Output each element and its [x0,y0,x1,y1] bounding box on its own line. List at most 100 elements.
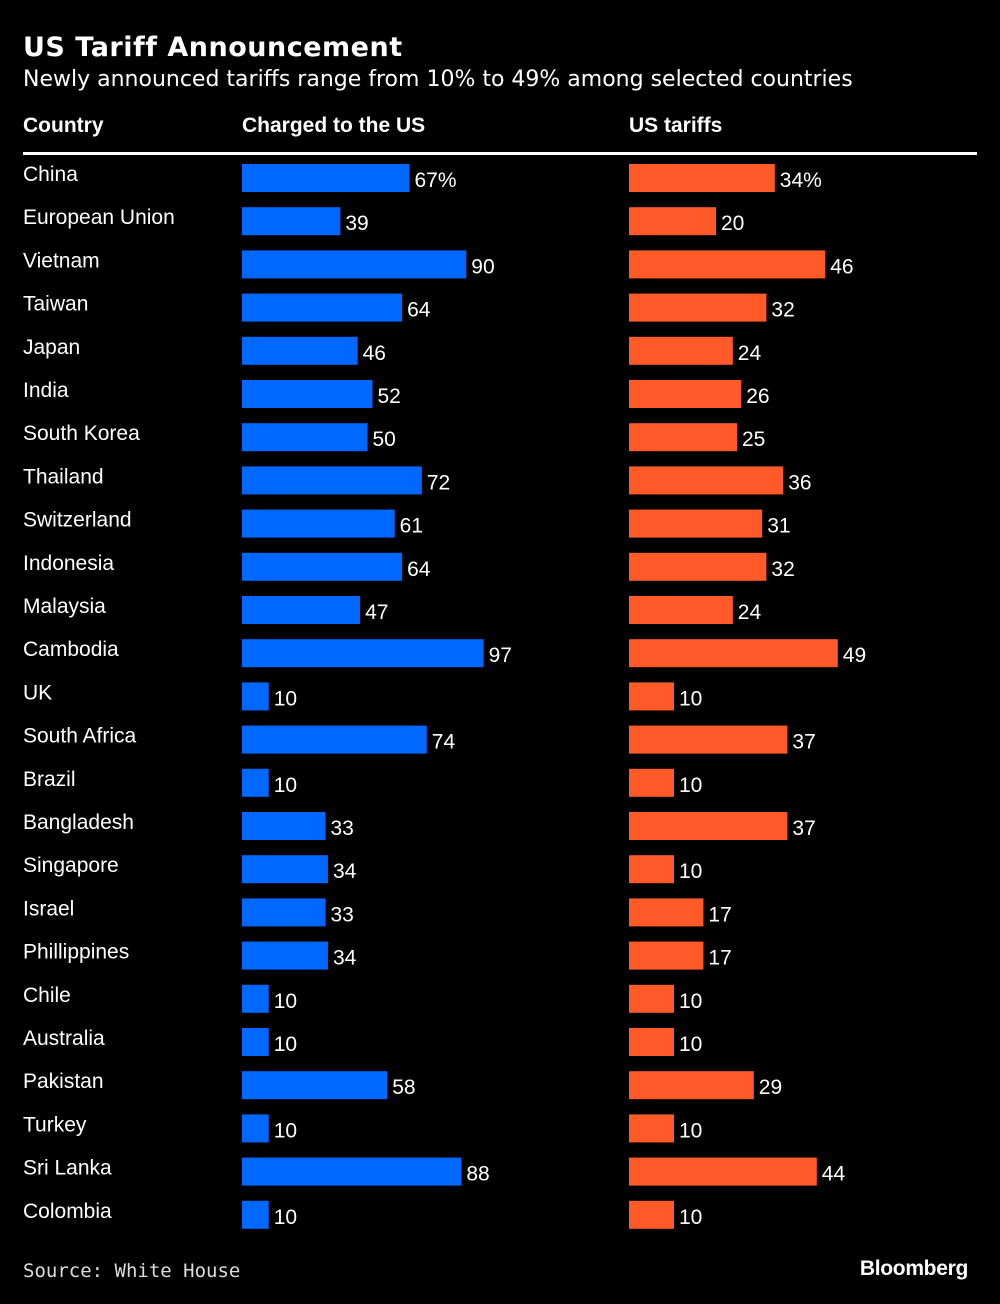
data-label: 64 [407,299,431,322]
data-label: 10 [679,1119,702,1142]
data-label: 10 [679,1206,702,1229]
data-label: 46 [830,255,853,278]
country-label: India [23,379,69,402]
column-header-charged: Charged to the US [242,114,426,137]
data-label: 20 [721,212,744,235]
data-label: 52 [377,385,400,408]
data-label: 10 [274,687,297,710]
bar-us-tariff [629,1200,674,1229]
data-label: 10 [679,687,702,710]
data-label: 10 [679,1033,702,1056]
data-label: 49 [843,644,866,667]
bar-us-tariff [629,207,716,236]
bar-charged [242,812,326,840]
country-label: UK [23,681,52,704]
data-label: 17 [708,947,731,970]
bar-charged [242,466,422,495]
data-label: 31 [767,515,790,538]
data-label: 10 [679,990,702,1013]
bar-charged [242,336,358,365]
data-label: 24 [738,342,762,365]
bar-charged [242,855,328,884]
country-label: Vietnam [23,249,100,272]
country-label: Switzerland [23,509,132,532]
bar-us-tariff [629,380,742,408]
data-label: 25 [742,428,765,451]
bar-us-tariff [629,941,704,970]
data-label: 74 [432,731,456,754]
bar-us-tariff [629,898,704,927]
data-label: 29 [759,1076,782,1099]
data-label: 32 [771,558,794,581]
country-label: Turkey [23,1113,87,1136]
data-label: 58 [392,1076,415,1099]
data-label: 10 [274,1033,297,1056]
bar-charged [242,1028,269,1056]
bar-charged [242,1071,388,1100]
country-label: South Africa [23,725,137,748]
bar-charged [242,423,368,452]
bar-us-tariff [629,509,763,538]
bar-us-tariff [629,293,767,322]
data-label: 47 [365,601,388,624]
bar-charged [242,768,269,797]
data-label: 61 [400,515,423,538]
bar-us-tariff [629,250,826,279]
data-label: 97 [489,644,512,667]
bar-charged [242,250,467,279]
bar-us-tariff [629,682,674,711]
bar-us-tariff [629,855,674,884]
bar-charged [242,552,403,581]
bar-charged [242,207,341,236]
country-label: Indonesia [23,552,114,575]
country-label: Taiwan [23,293,88,316]
data-label: 26 [746,385,769,408]
data-label: 33 [331,903,354,926]
bar-us-tariff [629,768,674,797]
bar-us-tariff [629,164,775,192]
country-label: Phillippines [23,941,129,964]
data-label: 34 [333,860,357,883]
data-label: 50 [373,428,396,451]
country-label: Sri Lanka [23,1157,112,1180]
bar-charged [242,725,427,754]
data-label: 37 [792,731,815,754]
data-label: 44 [822,1163,846,1186]
data-label: 36 [788,471,811,494]
bar-charged [242,682,269,711]
data-label: 72 [427,471,450,494]
bar-charged [242,380,373,408]
country-label: South Korea [23,422,140,445]
bar-charged [242,509,395,538]
country-label: Malaysia [23,595,106,618]
data-label: 88 [466,1163,489,1186]
bar-us-tariff [629,984,674,1013]
country-label: Bangladesh [23,811,134,834]
column-header-us-tariffs: US tariffs [629,114,723,137]
header-divider [23,152,977,155]
data-label: 32 [771,299,794,322]
data-label: 37 [792,817,815,840]
country-label: Cambodia [23,638,119,661]
country-label: Singapore [23,854,119,877]
bar-us-tariff [629,812,788,840]
data-label: 34% [780,169,822,192]
bloomberg-logo: Bloomberg [859,1257,968,1280]
data-label: 24 [738,601,762,624]
bar-charged [242,1157,462,1186]
bar-charged [242,941,328,970]
country-label: Japan [23,336,80,359]
bar-us-tariff [629,552,767,581]
bar-us-tariff [629,725,788,754]
bar-us-tariff [629,1028,674,1056]
data-label: 10 [679,774,702,797]
data-label: 10 [274,990,297,1013]
bar-charged [242,164,410,192]
bar-us-tariff [629,1071,754,1100]
bar-charged [242,984,269,1013]
data-label: 10 [274,774,297,797]
country-label: Pakistan [23,1070,104,1093]
country-label: Colombia [23,1200,112,1223]
country-label: Chile [23,984,71,1007]
